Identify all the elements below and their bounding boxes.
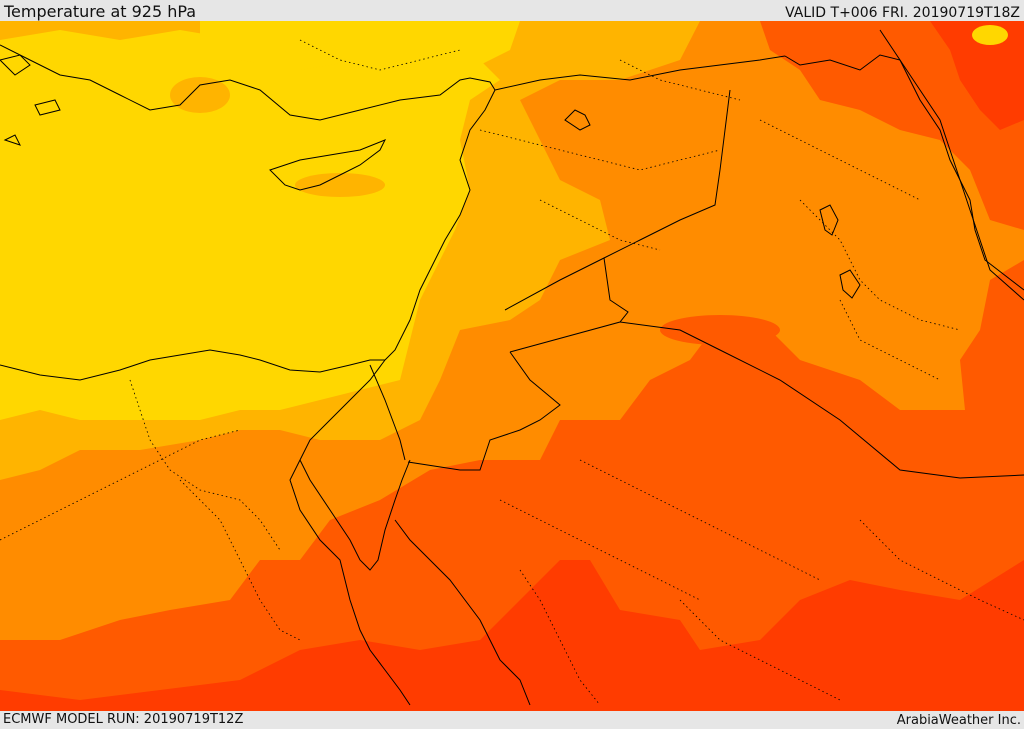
coast-aegean-islands — [0, 54, 61, 146]
coast-anatolia — [0, 44, 496, 121]
valid-time-label: VALID T+006 FRI. 20190719T18Z — [785, 5, 1020, 21]
band-yellow-north — [200, 21, 520, 70]
border-saudi-iraq — [619, 321, 1024, 479]
admin-boundaries — [0, 39, 1024, 706]
coast-egypt-north — [0, 349, 385, 381]
band-yellow — [0, 30, 500, 420]
coast-levant — [384, 89, 496, 361]
warm-patch-2 — [170, 77, 230, 113]
border-jordan-saudi — [407, 351, 561, 471]
border-syria-iraq — [504, 89, 731, 311]
coast-red-sea-east — [394, 519, 531, 706]
warm-patch-1 — [295, 173, 385, 197]
coast-red-sea-west — [289, 459, 411, 706]
map-title: Temperature at 925 hPa — [4, 2, 197, 21]
warm-patch-5 — [972, 25, 1008, 45]
coastlines — [0, 29, 1024, 706]
model-run-label: ECMWF MODEL RUN: 20190719T12Z — [3, 712, 244, 727]
border-turkey-syria — [494, 55, 786, 91]
coast-persian-gulf — [879, 29, 1024, 301]
credit-label: ArabiaWeather Inc. — [896, 713, 1021, 728]
coast-sinai-gulf-suez — [299, 359, 411, 571]
coast-cyprus — [269, 139, 387, 191]
lakes — [564, 109, 861, 299]
border-iraq-iran — [784, 54, 1024, 291]
band-red-orange-northeast — [930, 21, 1024, 130]
country-borders — [369, 54, 1024, 479]
footer-bar: ECMWF MODEL RUN: 20190719T12Z ArabiaWeat… — [0, 711, 1024, 729]
border-jordan-iraq — [509, 257, 629, 353]
warm-patch-4 — [660, 315, 780, 345]
border-egypt-israel — [369, 364, 406, 461]
warm-patch-3 — [550, 28, 630, 52]
temperature-map — [0, 21, 1024, 711]
header-bar: Temperature at 925 hPa VALID T+006 FRI. … — [0, 0, 1024, 21]
